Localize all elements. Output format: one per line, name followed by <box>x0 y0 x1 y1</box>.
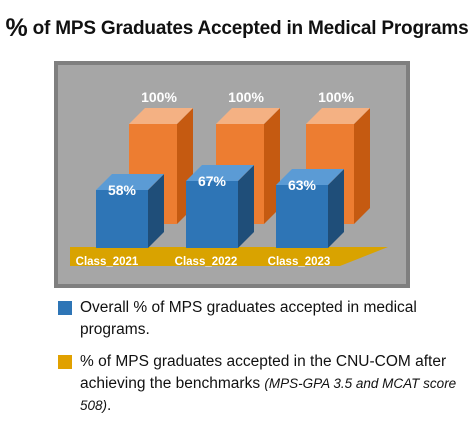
bar-blue-Class_2022-top <box>186 165 254 181</box>
data-label-orange-Class_2022: 100% <box>228 89 264 105</box>
legend-label-cnu-com: % of MPS graduates accepted in the CNU-C… <box>80 351 458 417</box>
legend-item-overall: Overall % of MPS graduates accepted in m… <box>58 297 458 341</box>
category-label-Class_2021: Class_2021 <box>76 256 139 268</box>
bar-blue-Class_2022-side <box>238 165 254 248</box>
legend-item-cnu-com: % of MPS graduates accepted in the CNU-C… <box>58 351 458 417</box>
bar-orange-Class_2023-top <box>306 108 370 124</box>
bar-blue-Class_2021-side <box>148 174 164 248</box>
legend-swatch-gold <box>58 355 72 369</box>
legend-label-cnu-com-benchmarks: (MPS-GPA 3.5 and MCAT score 508) <box>80 376 457 413</box>
legend-swatch-blue <box>58 301 72 315</box>
chart-floor <box>70 247 388 266</box>
title-percent-symbol: % <box>5 14 28 42</box>
data-label-orange-Class_2023: 100% <box>318 89 354 105</box>
bar-orange-Class_2021-top <box>129 108 193 124</box>
data-label-blue-Class_2023: 63% <box>288 177 317 193</box>
bar-orange-Class_2023-side <box>354 108 370 224</box>
legend-label-cnu-com-period: . <box>107 397 112 414</box>
category-label-Class_2023: Class_2023 <box>268 256 331 268</box>
bar-blue-Class_2021-top <box>96 174 164 190</box>
category-label-Class_2022: Class_2022 <box>175 256 238 268</box>
bar-blue-Class_2021-front <box>96 190 148 248</box>
data-label-blue-Class_2021: 58% <box>108 182 137 198</box>
title-text: of MPS Graduates Accepted in Medical Pro… <box>32 18 469 39</box>
legend-label-cnu-com-main: % of MPS graduates accepted in the CNU-C… <box>80 353 447 392</box>
data-label-blue-Class_2022: 67% <box>198 173 227 189</box>
legend-label-overall: Overall % of MPS graduates accepted in m… <box>80 299 417 338</box>
chart-title: % of MPS Graduates Accepted in Medical P… <box>0 14 474 43</box>
bar-blue-Class_2023-front <box>276 185 328 248</box>
chart-legend: Overall % of MPS graduates accepted in m… <box>58 297 458 417</box>
bar-blue-Class_2023-top <box>276 169 344 185</box>
data-label-orange-Class_2021: 100% <box>141 89 177 105</box>
bar-blue-Class_2022-front <box>186 181 238 248</box>
bar-blue-Class_2023-side <box>328 169 344 248</box>
bar-orange-Class_2022-top <box>216 108 280 124</box>
bar-chart-3d: 100% 100% 100% 58% 67% 63% Class_2021 Class_202… <box>54 61 410 288</box>
